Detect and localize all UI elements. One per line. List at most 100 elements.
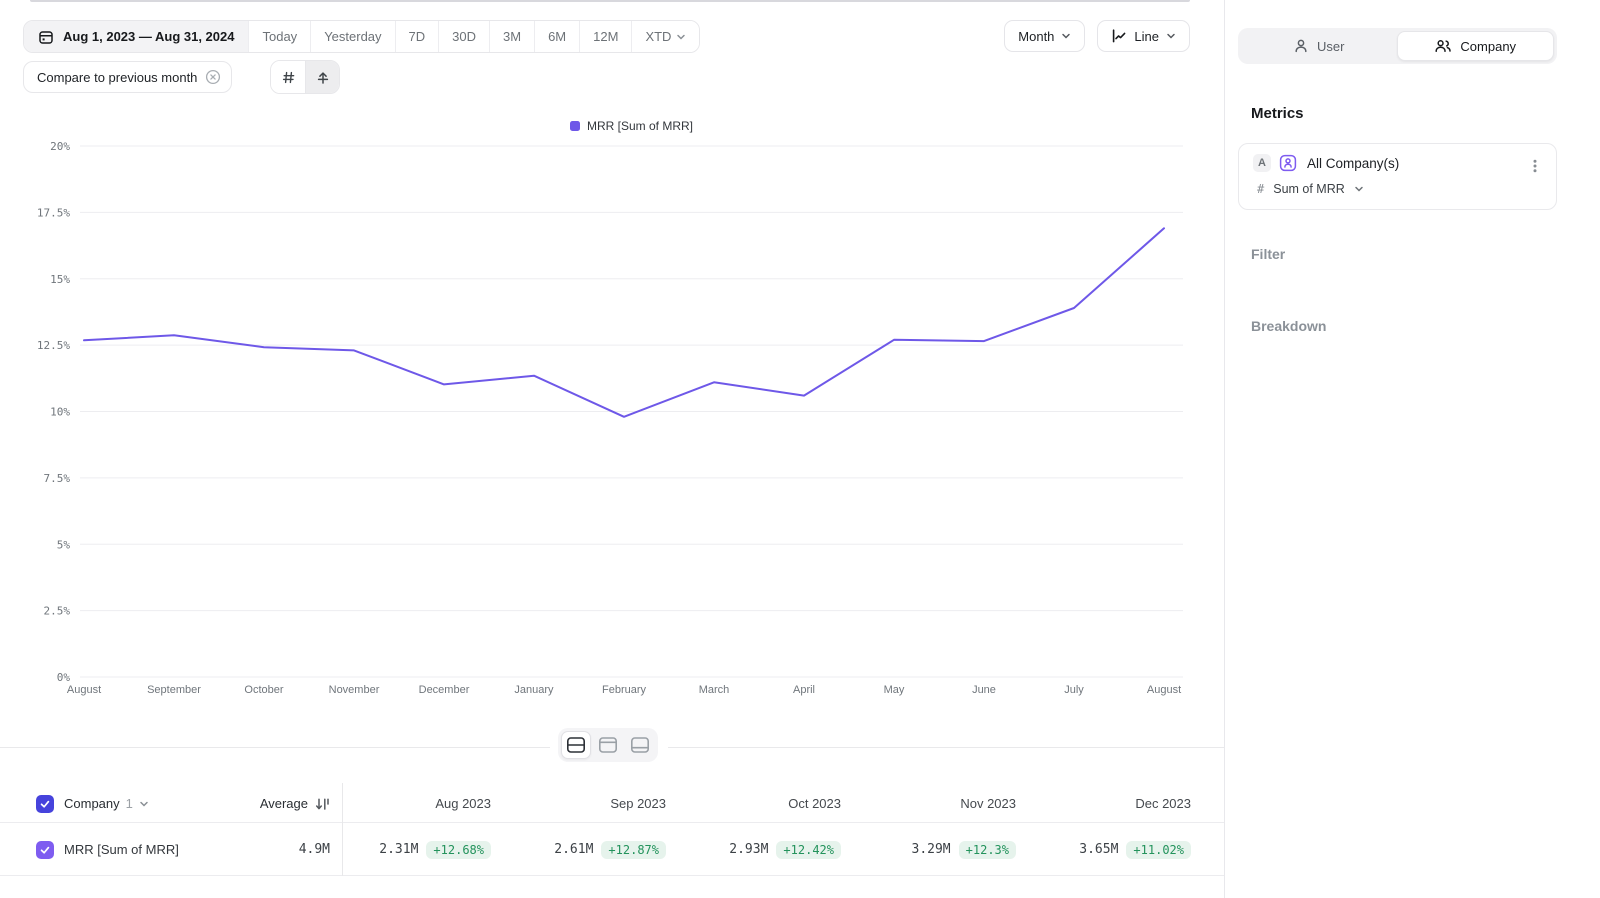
column-header: Dec 2023 <box>1135 796 1191 811</box>
metric-options-kebab-icon[interactable] <box>1524 155 1546 177</box>
layout-toggle-group <box>558 728 658 762</box>
legend-swatch <box>569 121 580 131</box>
filter-section-title: Filter <box>1251 246 1286 262</box>
metric-row-label: MRR [Sum of MRR] <box>64 842 179 857</box>
date-range-label: Aug 1, 2023 — Aug 31, 2024 <box>63 29 235 44</box>
svg-text:10%: 10% <box>50 406 70 419</box>
hash-icon <box>281 70 296 85</box>
preset-yesterday[interactable]: Yesterday <box>310 21 395 52</box>
column-header: Aug 2023 <box>435 796 491 811</box>
table-header-row: Company 1 Average Aug 2023 Sep 2023 Oct 20… <box>0 785 1224 823</box>
average-sort-control[interactable]: Average <box>230 796 342 811</box>
metrics-section-title: Metrics <box>1251 105 1304 122</box>
preset-3m[interactable]: 3M <box>489 21 535 52</box>
layout-split-icon <box>566 736 586 754</box>
entity-count: 1 <box>125 796 133 811</box>
value-display-toggle <box>270 60 340 94</box>
user-icon <box>1293 38 1309 54</box>
company-tab-label: Company <box>1460 38 1517 54</box>
preset-today[interactable]: Today <box>248 21 311 52</box>
svg-text:12.5%: 12.5% <box>37 339 70 352</box>
legend-label: MRR [Sum of MRR] <box>586 119 693 133</box>
metric-value-cell: 3.65M +11.02% <box>1042 840 1217 859</box>
metric-value-cell: 3.29M +12.3% <box>867 840 1042 859</box>
cumulative-icon <box>315 69 331 85</box>
metric-value: 2.61M <box>554 842 594 857</box>
mrr-line-chart: 0% 2.5% 5% 7.5% 10% 12.5% 15% 17.5% 20% August Sep… <box>37 140 1183 696</box>
compare-chip[interactable]: Compare to previous month <box>23 61 233 93</box>
svg-text:February: February <box>602 684 647 696</box>
chevron-down-icon <box>1354 184 1364 194</box>
chart-legend: MRR [Sum of MRR] <box>80 119 1183 133</box>
chevron-down-icon <box>1166 31 1176 41</box>
sort-descending-icon <box>315 797 330 811</box>
column-header: Sep 2023 <box>610 796 666 811</box>
chart-controls: Month Line <box>1004 20 1190 52</box>
line-chart-icon <box>1111 28 1127 44</box>
date-range-button[interactable]: Aug 1, 2023 — Aug 31, 2024 <box>24 21 249 52</box>
delta-badge: +12.3% <box>958 840 1016 859</box>
cumulative-values-button[interactable] <box>305 61 339 93</box>
svg-text:August: August <box>1147 684 1181 696</box>
preset-30d[interactable]: 30D <box>438 21 490 52</box>
metric-name: All Company(s) <box>1307 155 1400 171</box>
row-checkbox[interactable] <box>36 840 54 859</box>
svg-text:December: December <box>419 684 470 696</box>
metric-card[interactable]: A All Company(s) # Sum of MRR <box>1238 143 1557 210</box>
month-value-cells: 2.31M +12.68% 2.61M +12.87% 2.93M +12.42% 3.29… <box>342 840 1217 859</box>
svg-text:October: October <box>244 684 283 696</box>
legend-item-mrr: MRR [Sum of MRR] <box>569 119 693 133</box>
top-card-edge <box>30 0 1190 2</box>
table-column-separator <box>342 783 343 876</box>
entity-type-toggle: User Company <box>1238 28 1557 64</box>
svg-text:September: September <box>147 684 201 696</box>
svg-text:July: July <box>1064 684 1084 696</box>
date-range-group: Aug 1, 2023 — Aug 31, 2024 Today Yesterd… <box>23 20 701 53</box>
layout-chart-only-button[interactable] <box>593 731 623 759</box>
svg-text:March: March <box>699 684 730 696</box>
metric-letter-badge: A <box>1253 154 1271 172</box>
month-column-headers: Aug 2023 Sep 2023 Oct 2023 Nov 2023 Dec 2023 <box>342 796 1217 811</box>
average-label: Average <box>259 796 308 811</box>
chevron-down-icon <box>139 799 149 809</box>
svg-text:January: January <box>514 684 554 696</box>
svg-text:November: November <box>329 684 380 696</box>
chart-type-dropdown[interactable]: Line <box>1097 20 1190 52</box>
metric-value: 3.65M <box>1079 842 1119 857</box>
preset-7d[interactable]: 7D <box>394 21 439 52</box>
metric-value-cell: 2.61M +12.87% <box>517 840 692 859</box>
numeric-property-icon: # <box>1257 182 1265 196</box>
company-tab[interactable]: Company <box>1396 31 1554 61</box>
svg-text:15%: 15% <box>50 273 70 286</box>
dismiss-compare-icon[interactable] <box>205 69 221 85</box>
svg-text:0%: 0% <box>57 671 71 684</box>
svg-text:2.5%: 2.5% <box>44 605 71 618</box>
absolute-values-button[interactable] <box>271 61 305 93</box>
layout-split-button[interactable] <box>561 731 591 759</box>
layout-table-only-button[interactable] <box>625 731 655 759</box>
metric-table-row: MRR [Sum of MRR] 4.9M 2.31M +12.68% 2.61M +… <box>0 824 1224 876</box>
calendar-icon <box>38 29 54 45</box>
entity-dropdown[interactable]: Company 1 <box>64 796 149 811</box>
entity-label: Company <box>64 796 120 811</box>
select-all-checkbox[interactable] <box>36 794 54 813</box>
breakdown-section-title: Breakdown <box>1251 318 1327 334</box>
preset-xtd-dropdown[interactable]: XTD <box>631 21 700 52</box>
metric-value-cell: 2.93M +12.42% <box>692 840 867 859</box>
svg-text:May: May <box>884 684 905 696</box>
chevron-down-icon <box>676 32 686 42</box>
aggregation-dropdown[interactable]: # Sum of MRR <box>1257 182 1364 196</box>
delta-badge: +12.42% <box>776 840 841 859</box>
user-tab[interactable]: User <box>1241 31 1397 61</box>
metric-value: 2.31M <box>379 842 419 857</box>
granularity-dropdown[interactable]: Month <box>1004 20 1086 52</box>
user-tab-label: User <box>1317 38 1345 54</box>
metric-value: 3.29M <box>911 842 951 857</box>
layout-chart-only-icon <box>598 736 618 754</box>
report-main-area: 0% 2.5% 5% 7.5% 10% 12.5% 15% 17.5% 20% August Sep… <box>0 0 1224 876</box>
preset-6m[interactable]: 6M <box>534 21 580 52</box>
preset-12m[interactable]: 12M <box>579 21 632 52</box>
metric-card-row: A All Company(s) <box>1253 154 1399 172</box>
svg-text:April: April <box>793 684 815 696</box>
